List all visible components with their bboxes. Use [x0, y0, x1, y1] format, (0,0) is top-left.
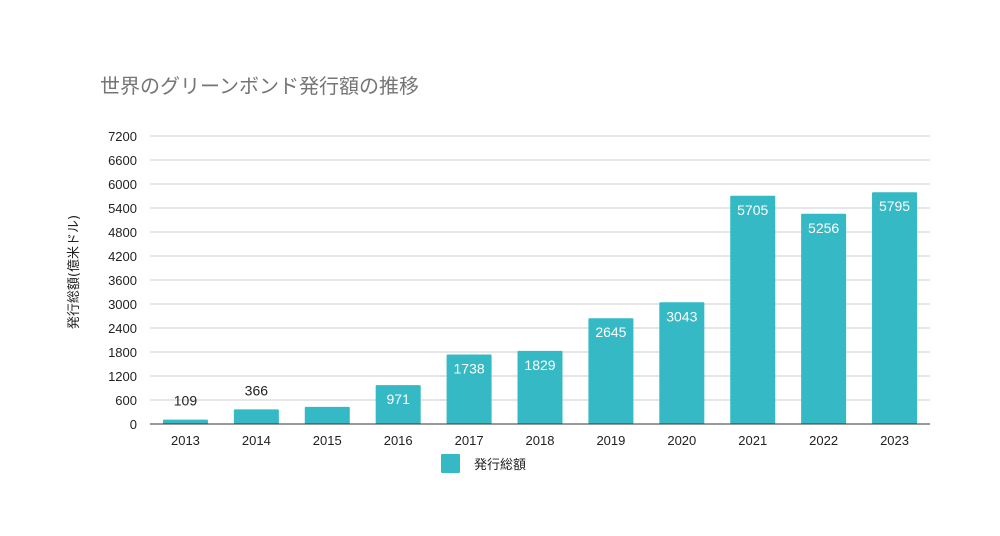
x-tick-label: 2022	[809, 433, 838, 448]
bar	[872, 192, 918, 424]
x-tick-label: 2019	[596, 433, 625, 448]
bar	[304, 406, 350, 424]
data-label: 1738	[454, 360, 485, 376]
x-tick-label: 2023	[880, 433, 909, 448]
x-tick-label: 2014	[242, 433, 271, 448]
y-tick-label: 5400	[108, 201, 137, 216]
data-label: 2645	[595, 324, 626, 340]
data-label: 5256	[808, 220, 839, 236]
data-label: 5705	[737, 202, 768, 218]
x-tick-label: 2015	[313, 433, 342, 448]
y-tick-label: 4800	[108, 225, 137, 240]
y-tick-label: 1200	[108, 369, 137, 384]
bar	[659, 302, 705, 424]
y-tick-label: 7200	[108, 129, 137, 144]
y-tick-label: 3000	[108, 297, 137, 312]
x-tick-label: 2018	[526, 433, 555, 448]
x-tick-label: 2013	[171, 433, 200, 448]
data-label: 1829	[524, 357, 555, 373]
y-axis-label: 発行総額(億米ドル)	[66, 215, 82, 329]
x-tick-label: 2021	[738, 433, 767, 448]
y-tick-label: 2400	[108, 321, 137, 336]
y-tick-label: 6000	[108, 177, 137, 192]
gridlines	[150, 135, 930, 401]
data-label: 5795	[879, 198, 910, 214]
y-tick-label: 1800	[108, 345, 137, 360]
y-tick-label: 3600	[108, 273, 137, 288]
data-label: 366	[245, 382, 269, 398]
legend-swatch	[441, 454, 460, 473]
x-tick-label: 2016	[384, 433, 413, 448]
x-axis-ticks: 2013 2014 2015 2016 2017 2018 2019 2020 2021 2022…	[171, 433, 909, 448]
bar	[730, 195, 776, 424]
y-tick-label: 0	[130, 417, 137, 432]
y-tick-label: 600	[115, 393, 137, 408]
y-axis-ticks: 0 600 1200 1800 2400 3000 3600 4200 4800 5400 6000…	[108, 129, 137, 432]
bar	[517, 350, 563, 424]
y-tick-label: 4200	[108, 249, 137, 264]
legend: 発行総額	[441, 454, 526, 473]
bar	[162, 419, 208, 424]
legend-label: 発行総額	[474, 458, 526, 473]
data-labels: 109 366 971 1738 1829 2645 3043 5705 5256 5795	[174, 198, 911, 408]
x-tick-label: 2020	[667, 433, 696, 448]
bar	[446, 354, 492, 424]
x-tick-label: 2017	[455, 433, 484, 448]
chart-title: 世界のグリーンボンド発行額の推移	[100, 74, 419, 98]
bars	[162, 192, 918, 424]
bar	[588, 318, 634, 424]
data-label: 3043	[666, 308, 697, 324]
bar	[375, 385, 421, 424]
data-label: 109	[174, 393, 198, 409]
y-tick-label: 6600	[108, 153, 137, 168]
data-label: 971	[387, 391, 411, 407]
bar	[801, 213, 847, 424]
bar	[233, 409, 279, 424]
